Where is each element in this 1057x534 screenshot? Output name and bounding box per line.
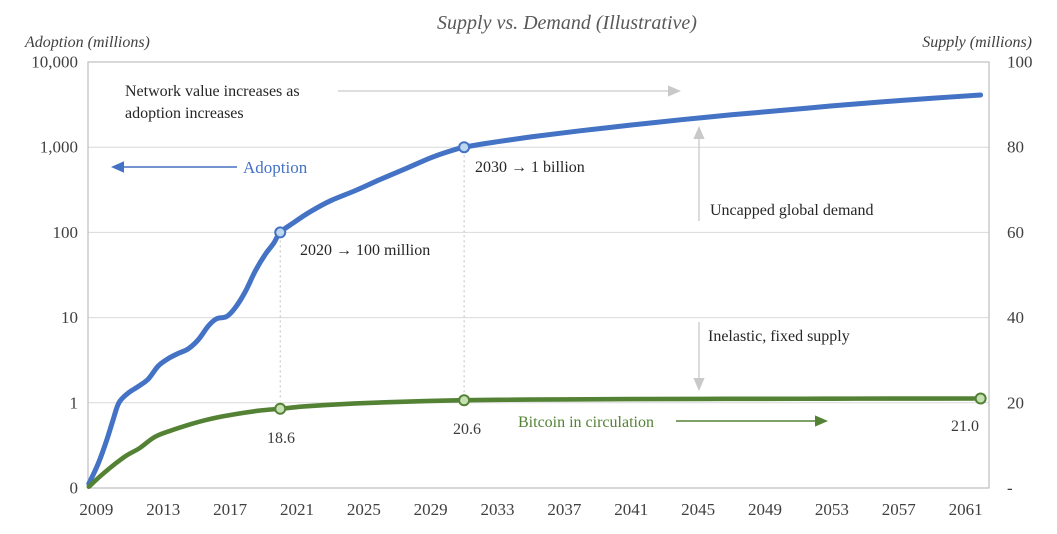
adoption-label-text: Adoption [243,158,308,177]
supply-marker [274,402,287,415]
left-axis-title: Adoption (millions) [24,34,150,51]
left-axis-tick-label: 10,000 [31,53,78,72]
uncapped-demand-annotation: Uncapped global demand [693,126,874,221]
supply-marker [974,392,987,405]
adoption-marker [274,226,287,239]
right-axis-tick-label: 80 [1007,138,1024,157]
network-value-annotation: Network value increases as adoption incr… [125,83,681,122]
x-axis-tick-label: 2017 [213,500,248,519]
left-axis-tick-label: 1 [70,393,79,412]
supply-marker [458,394,471,407]
right-axis-tick-label: 20 [1007,393,1024,412]
network-value-text-line1: Network value increases as [125,83,300,100]
x-axis-tick-label: 2009 [79,500,113,519]
left-axis-tick-label: 10 [61,308,78,327]
left-axis-tick-label: 0 [70,479,79,498]
left-axis-tick-label: 1,000 [40,138,78,157]
right-axis-tick-label: 40 [1007,308,1024,327]
x-axis-tick-label: 2041 [614,500,648,519]
plot-border [87,61,990,489]
supply-value-label: 21.0 [951,418,979,435]
bitcoin-circulation-text: Bitcoin in circulation [518,414,654,431]
x-axis-tick-label: 2061 [949,500,983,519]
callout-2030-label: 2030 → 1 billion [475,159,585,176]
x-axis-tick-label: 2033 [481,500,515,519]
right-axis-tick-label: 100 [1007,53,1033,72]
uncapped-arrow-head-icon [693,126,705,139]
adoption-marker [458,141,471,154]
x-axis-tick-label: 2045 [681,500,715,519]
annotation-layer: Supply vs. Demand (Illustrative) Adoptio… [24,12,1032,431]
supply-value-label: 20.6 [453,421,481,438]
adoption-series-label: Adoption [111,158,308,177]
x-axis-tick-label: 2053 [815,500,849,519]
x-axis-tick-label: 2057 [882,500,917,519]
x-axis-tick-label: 2037 [547,500,582,519]
bitcoin-circulation-series-label: Bitcoin in circulation [518,414,828,431]
bitcoin-arrow-head-icon [815,415,828,427]
inelastic-supply-text: Inelastic, fixed supply [708,328,850,345]
network-arrow-head-icon [668,85,681,97]
adoption-line [86,92,984,487]
x-axis-tick-label: 2013 [146,500,180,519]
right-axis-title: Supply (millions) [922,34,1032,51]
uncapped-demand-text: Uncapped global demand [710,202,874,219]
right-axis-tick-label: 60 [1007,223,1024,242]
supply-line [86,396,983,489]
callout-2020-label: 2020 → 100 million [300,242,430,259]
supply-value-label: 18.6 [267,430,295,447]
x-axis-tick-label: 2021 [280,500,314,519]
inelastic-arrow-head-icon [693,378,705,391]
left-axis-tick-label: 100 [53,223,79,242]
right-axis-tick-label: - [1007,479,1013,498]
network-value-text-line2: adoption increases [125,105,244,122]
x-axis-tick-label: 2025 [347,500,381,519]
adoption-arrow-head-icon [111,161,124,173]
x-axis-tick-label: 2029 [414,500,448,519]
chart-title: Supply vs. Demand (Illustrative) [437,12,697,34]
inelastic-supply-annotation: Inelastic, fixed supply [693,322,850,391]
x-axis-tick-label: 2049 [748,500,782,519]
